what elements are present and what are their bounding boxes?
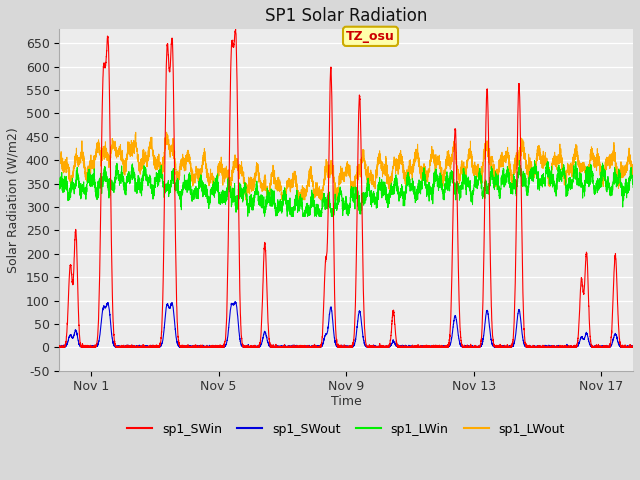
sp1_LWout bbox=[397, 155, 404, 161]
sp1_SWin bbox=[248, 344, 256, 350]
Line: sp1_LWout: sp1_LWout bbox=[60, 132, 633, 200]
Legend: sp1_SWin, sp1_SWout, sp1_LWin, sp1_LWout: sp1_SWin, sp1_SWout, sp1_LWin, sp1_LWout bbox=[122, 418, 570, 441]
sp1_SWin bbox=[629, 344, 637, 350]
sp1_LWin bbox=[161, 185, 169, 191]
sp1_LWout bbox=[243, 197, 250, 203]
sp1_LWin bbox=[260, 214, 268, 219]
sp1_LWin bbox=[623, 185, 630, 191]
sp1_SWin bbox=[56, 344, 63, 350]
sp1_LWout bbox=[161, 139, 169, 144]
sp1_SWout bbox=[158, 340, 166, 346]
sp1_LWin bbox=[397, 190, 404, 195]
sp1_LWout bbox=[623, 166, 630, 171]
sp1_SWout bbox=[56, 344, 63, 349]
Line: sp1_SWout: sp1_SWout bbox=[60, 301, 633, 347]
Y-axis label: Solar Radiation (W/m2): Solar Radiation (W/m2) bbox=[7, 127, 20, 273]
sp1_SWout bbox=[629, 344, 637, 350]
sp1_LWin bbox=[629, 185, 637, 191]
sp1_SWin bbox=[623, 344, 630, 350]
sp1_SWin bbox=[232, 26, 239, 32]
sp1_SWin bbox=[158, 319, 166, 324]
sp1_SWout bbox=[248, 343, 256, 349]
sp1_SWout bbox=[623, 344, 630, 350]
sp1_SWin bbox=[56, 344, 63, 350]
Text: TZ_osu: TZ_osu bbox=[346, 30, 395, 43]
sp1_SWout bbox=[140, 344, 147, 350]
sp1_LWin bbox=[248, 198, 255, 204]
sp1_SWout bbox=[231, 299, 239, 304]
sp1_SWout bbox=[79, 343, 86, 349]
Title: SP1 Solar Radiation: SP1 Solar Radiation bbox=[265, 7, 428, 25]
sp1_LWin bbox=[56, 179, 63, 185]
sp1_LWout bbox=[248, 183, 256, 189]
sp1_SWin bbox=[397, 344, 404, 350]
sp1_LWout bbox=[158, 164, 166, 169]
sp1_LWout bbox=[79, 152, 86, 158]
sp1_SWin bbox=[79, 343, 86, 349]
sp1_SWout bbox=[161, 312, 169, 318]
sp1_LWout bbox=[56, 162, 63, 168]
sp1_SWout bbox=[397, 344, 404, 349]
Line: sp1_LWin: sp1_LWin bbox=[60, 161, 633, 216]
sp1_LWin bbox=[515, 158, 523, 164]
sp1_LWout bbox=[629, 172, 637, 178]
sp1_LWin bbox=[158, 171, 166, 177]
X-axis label: Time: Time bbox=[331, 395, 362, 408]
sp1_SWin bbox=[161, 119, 169, 124]
Line: sp1_SWin: sp1_SWin bbox=[60, 29, 633, 347]
sp1_LWout bbox=[163, 129, 170, 135]
sp1_LWin bbox=[79, 189, 86, 194]
